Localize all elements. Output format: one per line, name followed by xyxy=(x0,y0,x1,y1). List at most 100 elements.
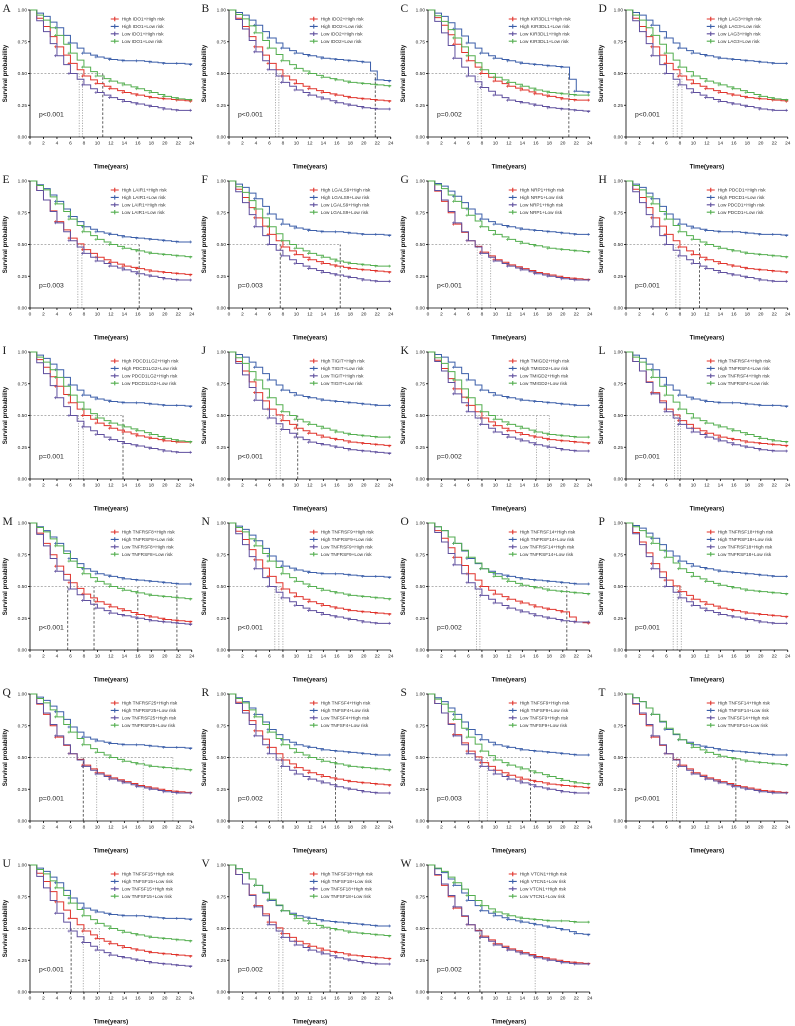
x-tick-label: 16 xyxy=(334,483,340,489)
x-tick-label: 24 xyxy=(785,654,791,660)
x-tick-label: 16 xyxy=(334,996,340,1002)
legend-item-label: Low TNFRSF4+High risk xyxy=(718,373,771,378)
survival-curve-low-high xyxy=(30,351,192,453)
survival-curve-low-low xyxy=(427,522,590,595)
legend-marker-low-high xyxy=(707,715,715,720)
x-tick-label: 18 xyxy=(745,312,751,318)
legend-item-label: High TNFSF18+High risk xyxy=(321,872,374,877)
panel-letter: F xyxy=(201,174,207,186)
x-tick-label: 14 xyxy=(122,825,128,831)
x-tick-label: 18 xyxy=(546,996,552,1002)
censor-marks xyxy=(252,567,391,625)
y-tick-label: 1.00 xyxy=(415,179,425,185)
p-value-label: p=0.001 xyxy=(39,453,64,460)
y-tick-label: 1.00 xyxy=(18,8,28,14)
legend-marker-high-low xyxy=(110,879,119,884)
y-axis-title: Survival probability xyxy=(400,44,407,102)
survival-curve-high-high xyxy=(228,351,391,446)
y-tick-label: 0.50 xyxy=(614,71,624,77)
legend-item-label: High TIGIT+Low risk xyxy=(321,366,364,371)
y-tick-label: 0.25 xyxy=(415,616,425,622)
x-tick-label: 22 xyxy=(772,483,778,489)
x-tick-label: 20 xyxy=(361,996,367,1002)
x-tick-label: 18 xyxy=(546,141,552,147)
p-value-label: p<0.001 xyxy=(238,453,263,460)
y-tick-label: 0.25 xyxy=(18,103,28,109)
survival-curve-low-high xyxy=(626,522,788,624)
x-tick-label: 10 xyxy=(95,825,101,831)
censor-marks xyxy=(252,715,391,772)
x-tick-label: 8 xyxy=(480,996,483,1002)
y-tick-label: 0.25 xyxy=(216,616,226,622)
legend-item-label: High IDO2+High risk xyxy=(321,17,365,22)
legend-marker-low-high xyxy=(707,544,715,549)
x-tick-label: 2 xyxy=(440,483,443,489)
y-tick-label: 0.50 xyxy=(614,755,624,761)
p-value-label: p<0.001 xyxy=(39,624,64,631)
x-tick-label: 8 xyxy=(281,996,284,1002)
legend-item-label: Low TNFSF18+High risk xyxy=(321,886,373,891)
x-tick-label: 6 xyxy=(665,654,668,660)
km-plot-TNFRSF25: Q0 2 4 6 8 10 12 14 16 18 20 22 240.000.250.500.751.… xyxy=(2,687,195,855)
x-tick-label: 12 xyxy=(108,483,114,489)
km-plot-TNFRSF9: N0 2 4 6 8 10 12 14 16 18 20 22 240.000.250.500.751.… xyxy=(201,516,394,684)
legend-marker-low-low xyxy=(508,39,517,44)
x-tick-label: 14 xyxy=(122,483,128,489)
legend-item-label: Low TNFRSF18+Low risk xyxy=(718,552,772,557)
survival-curve-low-low xyxy=(30,351,193,443)
x-tick-label: 2 xyxy=(440,825,443,831)
legend-marker-high-low xyxy=(309,537,318,542)
legend-item-label: Low IDO1+Low risk xyxy=(122,39,163,44)
censor-marks xyxy=(451,718,590,786)
x-axis-title: Time(years) xyxy=(292,335,327,342)
censor-marks xyxy=(650,567,788,625)
x-tick-label: 14 xyxy=(519,996,525,1002)
x-tick-label: 0 xyxy=(227,483,230,489)
y-tick-label: 1.00 xyxy=(614,521,624,527)
y-tick-label: 0.75 xyxy=(18,894,28,900)
legend-marker-low-high xyxy=(707,31,715,36)
legend-marker-low-high xyxy=(508,886,517,891)
x-tick-label: 6 xyxy=(268,141,271,147)
km-panel-Q: Q 0 2 4 6 8 10 12 14 16 18 20 22 24 0.00 0.25 0.50 0.75 1.… xyxy=(0,684,199,855)
x-tick-label: 14 xyxy=(320,483,326,489)
km-plot-TIGIT: J0 2 4 6 8 10 12 14 16 18 20 22 240.000.250.500.751.… xyxy=(201,345,394,513)
km-panel-A: A 0 2 4 6 8 10 12 14 16 18 20 22 24 0.00 0.25 0.50 0.75 1.… xyxy=(0,0,199,171)
x-tick-label: 8 xyxy=(281,312,284,318)
legend-item-label: High TNFRSF18+High risk xyxy=(718,530,774,535)
censor-marks xyxy=(451,712,590,757)
x-tick-label: 4 xyxy=(453,483,456,489)
y-tick-label: 0.00 xyxy=(614,819,624,825)
legend-marker-high-high xyxy=(110,529,119,535)
censor-marks xyxy=(54,900,192,958)
x-tick-label: 0 xyxy=(29,654,32,660)
x-tick-label: 8 xyxy=(281,654,284,660)
x-tick-label: 22 xyxy=(772,825,778,831)
x-tick-label: 6 xyxy=(665,312,668,318)
legend-item-label: Low TNFRSF14+Low risk xyxy=(519,552,573,557)
censor-marks xyxy=(252,31,391,88)
p-value-label: p=0.002 xyxy=(437,624,462,631)
x-tick-label: 20 xyxy=(361,141,367,147)
legend-marker-high-high xyxy=(707,187,715,193)
censor-marks xyxy=(650,536,788,578)
legend-marker-low-low xyxy=(110,381,119,386)
panel-letter: M xyxy=(3,516,13,528)
x-tick-label: 16 xyxy=(334,825,340,831)
y-tick-label: 0.25 xyxy=(415,958,425,964)
x-tick-label: 12 xyxy=(108,312,114,318)
x-tick-label: 0 xyxy=(29,825,32,831)
y-axis-title: Survival probability xyxy=(201,386,208,444)
y-axis-title: Survival probability xyxy=(598,386,605,444)
panel-letter: T xyxy=(599,687,606,699)
x-tick-label: 12 xyxy=(506,483,512,489)
survival-curve-low-low xyxy=(427,693,590,785)
legend-item-label: Low TNFRSF9+High risk xyxy=(321,544,374,549)
x-tick-label: 22 xyxy=(374,483,380,489)
x-axis-title: Time(years) xyxy=(491,1019,526,1026)
y-tick-label: 1.00 xyxy=(18,179,28,185)
y-tick-label: 0.75 xyxy=(415,552,425,558)
legend-marker-low-high xyxy=(309,544,318,549)
legend-item-label: Low TIGIT+Low risk xyxy=(321,381,363,386)
x-tick-label: 20 xyxy=(162,483,168,489)
